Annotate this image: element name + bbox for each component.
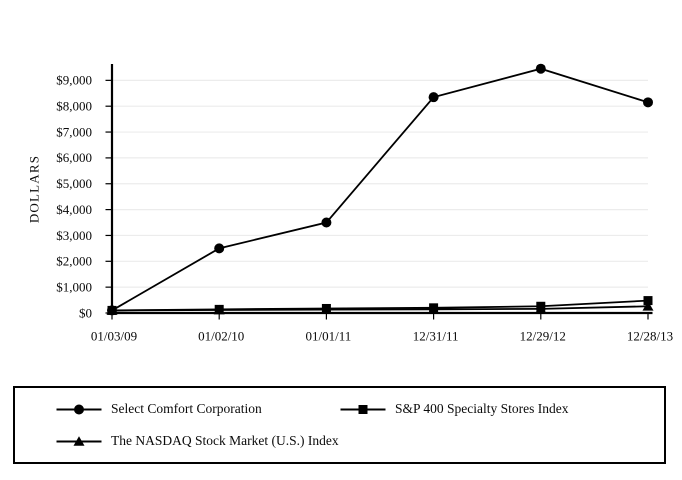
square-line-marker-icon xyxy=(340,403,386,416)
svg-text:$8,000: $8,000 xyxy=(56,99,92,114)
svg-text:$5,000: $5,000 xyxy=(56,176,92,191)
svg-text:$9,000: $9,000 xyxy=(56,73,92,88)
gridlines xyxy=(113,79,648,288)
svg-text:12/29/12: 12/29/12 xyxy=(520,329,566,344)
stock-performance-chart: $0 $1,000 $2,000 $3,000 $4,000 $5,000 $6,000 $7… xyxy=(27,63,673,344)
svg-text:$2,000: $2,000 xyxy=(56,254,92,269)
series-circle-line xyxy=(107,63,653,316)
svg-text:$1,000: $1,000 xyxy=(56,279,92,294)
svg-text:$6,000: $6,000 xyxy=(56,150,92,165)
y-axis-title: DOLLARS xyxy=(27,155,42,223)
circle-line-marker-icon xyxy=(56,403,102,416)
axis-ticks xyxy=(105,79,649,320)
legend-item-select-comfort: Select Comfort Corporation xyxy=(56,401,262,417)
legend-item-nasdaq: The NASDAQ Stock Market (U.S.) Index xyxy=(56,433,339,449)
x-axis-labels: 01/03/09 01/02/10 01/01/11 12/31/11 12/29/12… xyxy=(91,329,673,344)
svg-text:12/31/11: 12/31/11 xyxy=(413,329,459,344)
svg-text:$0: $0 xyxy=(79,305,92,320)
axes xyxy=(110,64,653,315)
series-square-line xyxy=(107,296,653,315)
svg-text:12/28/13: 12/28/13 xyxy=(627,329,673,344)
legend-label-nasdaq: The NASDAQ Stock Market (U.S.) Index xyxy=(111,433,339,448)
svg-text:01/02/10: 01/02/10 xyxy=(198,329,244,344)
legend-label-select-comfort: Select Comfort Corporation xyxy=(111,401,262,416)
triangle-line-marker-icon xyxy=(56,435,102,448)
svg-text:01/01/11: 01/01/11 xyxy=(306,329,352,344)
y-axis-labels: $0 $1,000 $2,000 $3,000 $4,000 $5,000 $6,000 $7… xyxy=(56,73,92,321)
legend-label-sp400: S&P 400 Specialty Stores Index xyxy=(395,401,569,416)
svg-text:$7,000: $7,000 xyxy=(56,124,92,139)
svg-text:01/03/09: 01/03/09 xyxy=(91,329,137,344)
svg-text:$3,000: $3,000 xyxy=(56,228,92,243)
svg-text:$4,000: $4,000 xyxy=(56,202,92,217)
legend-item-sp400: S&P 400 Specialty Stores Index xyxy=(340,401,569,417)
legend-box: Select Comfort Corporation S&P 400 Speci… xyxy=(13,386,666,464)
